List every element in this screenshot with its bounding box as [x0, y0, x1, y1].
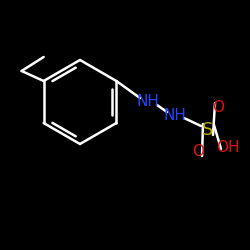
Text: NH: NH: [136, 94, 160, 110]
Text: O: O: [212, 100, 224, 116]
Text: S: S: [202, 121, 214, 139]
Text: OH: OH: [216, 140, 240, 154]
Text: O: O: [192, 144, 204, 160]
Text: NH: NH: [164, 108, 186, 122]
